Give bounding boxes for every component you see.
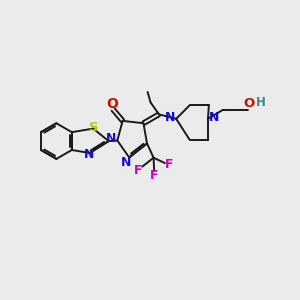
Text: N: N [165, 111, 175, 124]
Text: S: S [89, 121, 99, 134]
Text: F: F [150, 169, 158, 182]
Text: O: O [244, 98, 255, 110]
Text: N: N [84, 148, 94, 161]
Text: F: F [165, 158, 174, 171]
Text: N: N [209, 111, 219, 124]
Text: H: H [256, 96, 266, 109]
Text: N: N [121, 156, 131, 169]
Text: O: O [106, 97, 118, 111]
Text: F: F [134, 164, 142, 177]
Text: N: N [106, 132, 116, 145]
